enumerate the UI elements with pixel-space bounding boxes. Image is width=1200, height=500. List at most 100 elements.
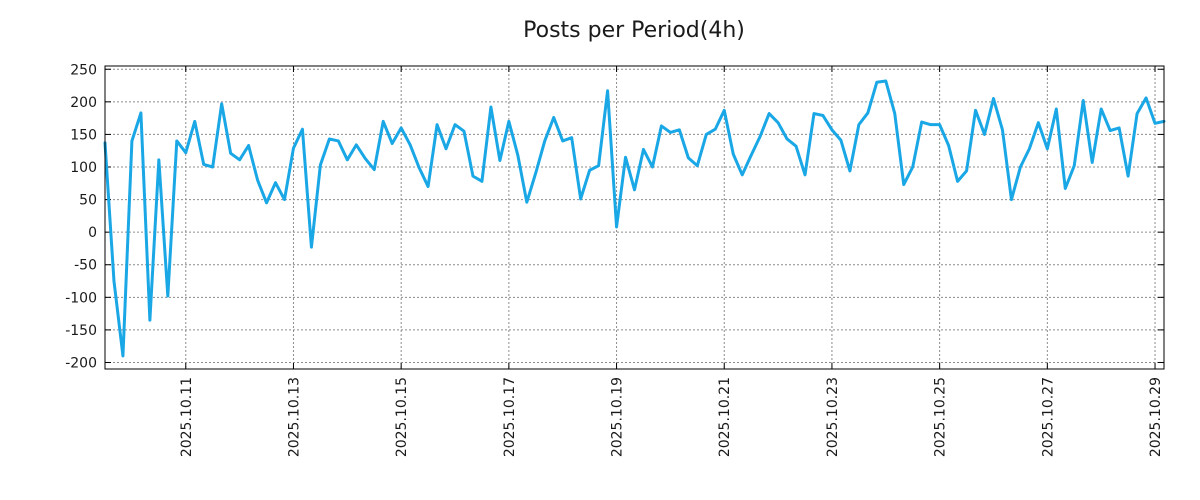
data-point [301, 128, 304, 131]
data-point [462, 129, 466, 133]
data-point [705, 133, 708, 136]
data-point [830, 128, 834, 132]
data-point [319, 163, 322, 167]
data-point [543, 139, 546, 143]
data-point [579, 197, 582, 201]
data-point [480, 180, 484, 183]
series-layer [103, 79, 1166, 358]
data-point [1091, 161, 1094, 164]
data-point [723, 109, 726, 112]
data-point [1135, 112, 1139, 115]
series-line-posts [103, 79, 1166, 358]
data-point [426, 185, 430, 188]
data-point [1099, 107, 1103, 111]
data-point [794, 144, 798, 148]
data-point [1028, 147, 1031, 150]
y-tick-label: -100 [65, 290, 97, 306]
data-point [812, 112, 816, 115]
data-point [417, 166, 421, 169]
plot-frame [104, 65, 1165, 370]
data-point [1010, 198, 1013, 201]
data-point [265, 201, 268, 205]
data-point [364, 157, 367, 160]
y-tick-label: 150 [70, 127, 97, 143]
data-point [839, 139, 843, 142]
data-point [310, 245, 313, 249]
data-point [1001, 128, 1004, 132]
y-tick-label: 50 [79, 193, 97, 209]
data-point [211, 165, 214, 169]
data-point [202, 163, 205, 166]
x-tick-label: 2025.10.21 [717, 377, 733, 457]
data-point [758, 135, 762, 138]
chart-title: Posts per Period(4h) [523, 18, 745, 43]
data-point [507, 120, 511, 123]
data-point [1144, 96, 1148, 100]
x-axis: 2025.10.11 2025.10.13 2025.10.15 2025.10.17… [179, 66, 1164, 457]
data-point [1064, 187, 1067, 190]
data-point [1082, 99, 1085, 102]
data-point [175, 139, 178, 143]
data-point [498, 159, 502, 162]
data-point [803, 173, 807, 177]
data-point [642, 148, 645, 151]
data-point [112, 279, 116, 283]
data-point [767, 112, 771, 115]
x-tick-label: 2025.10.29 [1148, 377, 1164, 457]
x-tick-label: 2025.10.13 [286, 377, 302, 457]
x-tick-label: 2025.10.23 [825, 377, 841, 457]
data-point [624, 156, 627, 159]
data-point [229, 152, 232, 155]
data-point [1046, 147, 1049, 150]
x-tick-label: 2025.10.27 [1040, 377, 1056, 457]
data-point [373, 168, 376, 171]
data-point [1117, 126, 1121, 130]
data-point [552, 116, 555, 119]
data-point [920, 120, 923, 124]
y-tick-label: 100 [70, 160, 97, 176]
data-point [382, 120, 385, 123]
data-point [669, 131, 672, 134]
data-point [687, 156, 690, 160]
x-tick-label: 2025.10.19 [610, 377, 626, 457]
data-point [893, 112, 896, 115]
data-point [274, 181, 277, 184]
data-point [732, 152, 735, 156]
data-point [121, 354, 125, 358]
data-point [570, 136, 573, 139]
data-point [346, 158, 349, 162]
x-tick-label: 2025.10.17 [502, 377, 518, 457]
data-point [444, 147, 448, 150]
data-point [166, 294, 170, 298]
data-point [435, 123, 439, 126]
data-point [516, 154, 520, 157]
data-point [390, 142, 394, 145]
data-point [651, 165, 654, 169]
data-point [525, 200, 529, 204]
data-point [1108, 129, 1112, 132]
data-point [992, 97, 995, 100]
data-point [220, 102, 223, 105]
data-point [749, 154, 753, 157]
y-axis: 250 200 150 100 50 0 -50 -100 -150 -200 [65, 62, 1164, 371]
data-point [1126, 174, 1130, 178]
data-point [902, 183, 905, 186]
data-point [1055, 107, 1058, 111]
data-point [938, 123, 941, 126]
data-point [1153, 122, 1157, 125]
data-point [130, 139, 134, 143]
data-point [615, 225, 618, 229]
data-point [337, 139, 340, 143]
data-point [740, 173, 744, 177]
data-point [606, 89, 609, 92]
data-point [983, 133, 986, 136]
data-point [875, 81, 879, 84]
data-point [292, 146, 295, 150]
data-point [929, 123, 932, 126]
data-point [355, 143, 358, 147]
data-point [489, 105, 493, 109]
data-point [776, 121, 780, 124]
data-point [193, 120, 196, 123]
data-point [139, 111, 143, 115]
